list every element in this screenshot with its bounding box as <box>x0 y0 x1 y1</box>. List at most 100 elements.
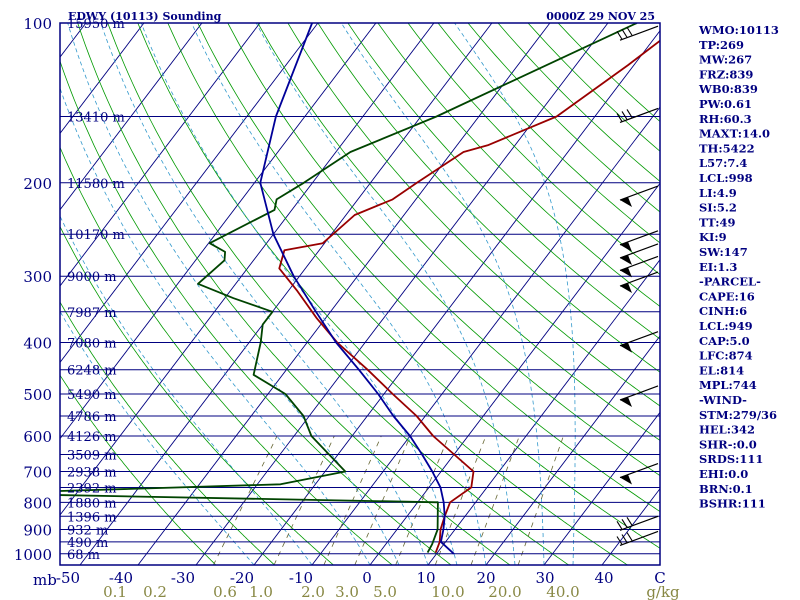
dry-adiabat-line <box>437 23 660 244</box>
stat-line: PW:0.61 <box>699 97 752 111</box>
stat-line: LI:4.9 <box>699 186 737 200</box>
isotherm-line <box>253 30 660 565</box>
height-label: 13410 m <box>67 110 125 125</box>
wind-barb <box>616 25 659 41</box>
stat-line: SHR-:0.0 <box>699 437 757 451</box>
dry-adiabat-line <box>377 23 660 307</box>
parcel-trace <box>259 23 455 555</box>
wind-barb-pennant <box>620 254 632 265</box>
mixing-ratio-label: 3.0 <box>335 583 359 600</box>
wind-barb <box>619 185 659 208</box>
isotherm-line <box>60 23 203 211</box>
mixing-ratio-label: 2.0 <box>301 583 325 600</box>
wind-barb <box>619 331 659 353</box>
mixing-ratio-label: 10.0 <box>431 583 464 600</box>
stat-line: TT:49 <box>699 215 736 229</box>
height-label: 5490 m <box>67 388 117 403</box>
moist-adiabat-line <box>60 310 255 565</box>
plot-frame <box>59 22 661 566</box>
mixing-ratio-label: 0.2 <box>143 583 167 600</box>
pressure-tick-label: 600 <box>23 428 52 446</box>
wind-barb-flag <box>616 113 623 122</box>
isotherm-line <box>79 23 493 565</box>
stat-line: MPL:744 <box>699 378 757 392</box>
stat-line: -WIND- <box>699 393 747 407</box>
wind-barb <box>619 462 659 485</box>
stat-line: L57:7.4 <box>699 156 747 170</box>
height-label: 15950 m <box>67 17 125 32</box>
mixing-ratio-label: 0.1 <box>103 583 127 600</box>
height-label: 490 m <box>67 536 108 551</box>
dry-adiabat-line <box>107 23 569 565</box>
stat-line: MAXT:14.0 <box>699 127 770 141</box>
stat-line: LCL:998 <box>699 171 753 185</box>
wind-barb <box>619 385 659 407</box>
wind-barb-flag <box>626 516 633 526</box>
temperature-trace <box>278 39 660 553</box>
temperature-tick-label: -20 <box>230 569 254 587</box>
stat-line: EHI:0.0 <box>699 467 748 481</box>
height-label: 2392 m <box>67 481 117 496</box>
height-label: 11580 m <box>67 177 125 192</box>
height-label: 7080 m <box>67 337 117 352</box>
height-label: 68 m <box>67 548 100 563</box>
pressure-tick-label: 500 <box>23 386 52 404</box>
temperature-tick-label: 30 <box>535 569 554 587</box>
isotherm-line <box>60 23 377 440</box>
stat-line: EL:814 <box>699 363 744 377</box>
mixing-ratio-label: 5.0 <box>373 583 397 600</box>
dry-adiabat-line <box>77 23 511 565</box>
stat-line: TH:5422 <box>699 141 755 155</box>
wind-barb-pennant <box>620 342 632 353</box>
height-label: 1880 m <box>67 496 117 511</box>
wind-barb <box>619 255 659 278</box>
stat-line: LFC:874 <box>699 349 753 363</box>
pressure-tick-label: 400 <box>23 335 52 353</box>
stat-line: WMO:10113 <box>698 23 779 37</box>
pressure-tick-label: 900 <box>23 521 52 539</box>
wind-barb-pennant <box>620 267 632 278</box>
dry-adiabat-line <box>287 23 660 407</box>
pressure-tick-label: 700 <box>23 464 52 482</box>
stat-line: SI:5.2 <box>699 201 737 215</box>
mixing-ratio-label: g/kg <box>646 583 680 600</box>
moist-adiabat-line <box>340 23 545 565</box>
height-label: 6248 m <box>67 364 117 379</box>
stat-line: MW:267 <box>699 53 752 67</box>
stat-line: WB0:839 <box>698 82 758 96</box>
height-label: 3509 m <box>67 448 117 463</box>
mixing-ratio-line <box>517 435 564 565</box>
temperature-tick-label: 0 <box>362 569 372 587</box>
wind-barb-flag <box>626 26 633 36</box>
wind-barb-flag <box>621 111 628 120</box>
wind-barb-pennant <box>620 474 632 485</box>
stat-line: CAPE:16 <box>699 289 755 303</box>
pressure-tick-label: 1000 <box>14 546 52 564</box>
wind-barb-shaft <box>619 107 659 124</box>
wind-barb-flag <box>616 30 623 40</box>
isotherm-line <box>427 258 660 565</box>
stat-line: SW:147 <box>699 245 748 259</box>
stat-line: SRDS:111 <box>699 452 763 466</box>
stat-line: EI:1.3 <box>699 260 737 274</box>
stat-line: BRN:0.1 <box>699 482 753 496</box>
stat-line: STM:279/36 <box>699 408 777 422</box>
wind-barb-pennant <box>620 197 632 208</box>
isotherm-line <box>60 23 319 364</box>
moist-adiabat-line <box>60 87 371 565</box>
wind-barb-shaft <box>619 530 659 547</box>
wind-barb <box>616 515 659 531</box>
wind-barb-flag <box>626 109 633 118</box>
temperature-tick-label: -10 <box>289 569 313 587</box>
dry-adiabat-line <box>317 23 660 373</box>
isotherm-line <box>60 23 261 287</box>
dry-adiabat-line <box>60 60 452 565</box>
station-title: EDWY (10113) Sounding <box>68 10 222 23</box>
height-label: 4126 m <box>67 430 117 445</box>
temperature-tick-label: 10 <box>416 569 435 587</box>
wind-barb-shaft <box>619 515 659 531</box>
height-label: 1396 m <box>67 510 117 525</box>
isotherm-line <box>195 23 609 565</box>
